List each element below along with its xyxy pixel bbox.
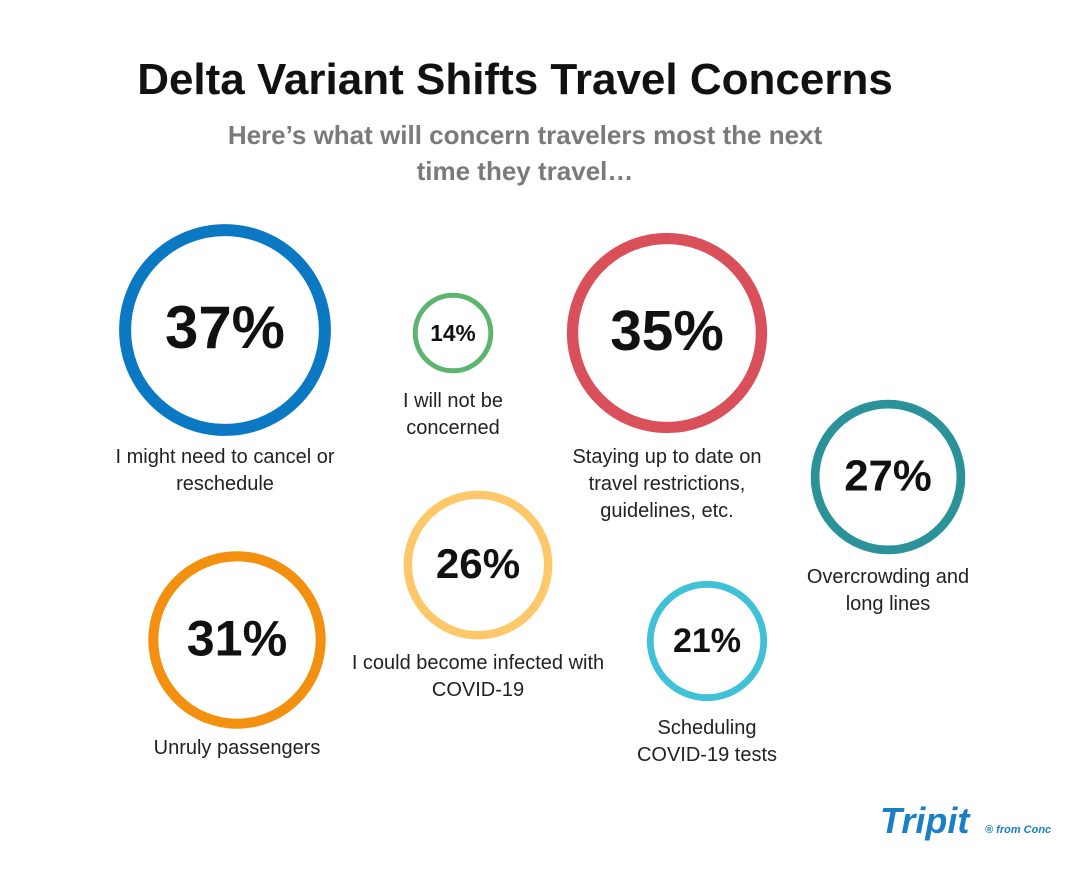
chart-title: Delta Variant Shifts Travel Concerns	[137, 55, 893, 104]
bubble-label: Unruly passengers	[153, 737, 321, 759]
bubble-label: Staying up to date on travel restriction…	[572, 446, 762, 522]
value-label: 27%	[844, 452, 932, 501]
bubble-label: Overcrowding and long lines	[806, 566, 970, 615]
bubble-ring	[646, 580, 768, 702]
bubble-ring	[119, 224, 331, 436]
bubble-ring	[566, 232, 768, 434]
bubble-ring	[810, 399, 966, 555]
bubble-ring	[412, 292, 494, 374]
value-label: 37%	[165, 294, 285, 361]
value-label: 26%	[436, 540, 520, 587]
value-label: 21%	[673, 622, 741, 660]
value-label: 31%	[187, 610, 288, 666]
logo: Tripit	[880, 800, 970, 841]
value-label: 35%	[610, 300, 723, 363]
bubble-label: I might need to cancel or reschedule	[115, 446, 335, 495]
bubble-ring	[403, 490, 553, 640]
bubble-label: I could become infected with COVID-19	[351, 652, 605, 701]
bubble-label: I will not be concerned	[402, 390, 504, 439]
logo-tagline: ® from Conc	[985, 824, 1052, 836]
bubble-label: Scheduling COVID-19 tests	[636, 717, 778, 766]
value-label: 14%	[430, 320, 475, 346]
chart-subtitle: Here’s what will concern travelers most …	[227, 120, 823, 186]
bubble-ring	[148, 551, 326, 729]
